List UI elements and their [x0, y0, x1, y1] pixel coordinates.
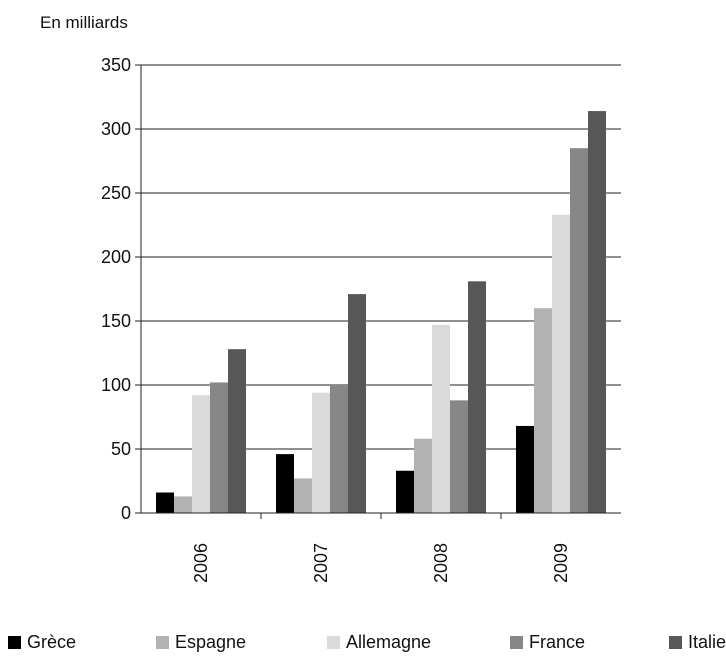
y-tick-label: 250 — [101, 183, 131, 203]
y-tick-label: 0 — [121, 503, 131, 523]
bar-grèce-2006 — [156, 492, 174, 513]
bar-allemagne-2008 — [432, 324, 450, 513]
y-tick-label: 350 — [101, 55, 131, 75]
bar-espagne-2007 — [294, 478, 312, 513]
bar-france-2009 — [570, 148, 588, 513]
y-tick-label: 150 — [101, 311, 131, 331]
legend-label: Italie — [688, 632, 726, 652]
legend-item-espagne: Espagne — [156, 632, 246, 653]
bar-espagne-2009 — [534, 308, 552, 513]
x-tick-label: 2007 — [311, 543, 331, 583]
bar-italie-2007 — [348, 294, 366, 513]
bar-france-2008 — [450, 400, 468, 513]
legend: Grèce Espagne Allemagne France Italie — [0, 632, 726, 659]
legend-label: Grèce — [27, 632, 77, 652]
bar-france-2006 — [210, 382, 228, 513]
x-tick-labels: 2006 2007 2008 2009 — [191, 543, 571, 583]
bars — [156, 111, 606, 513]
legend-swatch — [510, 636, 523, 649]
bar-grèce-2007 — [276, 454, 294, 513]
y-tick-label: 200 — [101, 247, 131, 267]
legend-swatch — [669, 636, 682, 649]
legend-item-italie: Italie — [669, 632, 726, 653]
legend-item-france: France — [510, 632, 585, 653]
legend-item-allemagne: Allemagne — [327, 632, 431, 653]
x-tick-label: 2009 — [551, 543, 571, 583]
legend-label: France — [529, 632, 586, 652]
bar-allemagne-2009 — [552, 214, 570, 513]
legend-item-grèce: Grèce — [8, 632, 76, 653]
legend-swatch — [156, 636, 169, 649]
bar-france-2007 — [330, 385, 348, 513]
y-tick-label: 50 — [111, 439, 131, 459]
bar-grèce-2009 — [516, 425, 534, 513]
legend-label: Espagne — [175, 632, 247, 652]
legend-swatch — [8, 636, 21, 649]
bar-grèce-2008 — [396, 470, 414, 513]
y-tick-label: 300 — [101, 119, 131, 139]
legend-swatch — [327, 636, 340, 649]
x-tick-label: 2006 — [191, 543, 211, 583]
bar-espagne-2006 — [174, 496, 192, 513]
bar-italie-2006 — [228, 349, 246, 513]
bar-espagne-2008 — [414, 438, 432, 513]
y-tick-label: 100 — [101, 375, 131, 395]
bar-italie-2009 — [588, 111, 606, 513]
bar-allemagne-2007 — [312, 392, 330, 513]
y-axis-label: En milliards — [40, 13, 128, 32]
axes — [140, 65, 621, 519]
bar-italie-2008 — [468, 281, 486, 513]
legend-label: Allemagne — [346, 632, 432, 652]
y-tick-labels: 0 50 100 150 200 250 300 350 — [101, 55, 131, 523]
x-tick-label: 2008 — [431, 543, 451, 583]
bar-allemagne-2006 — [192, 395, 210, 513]
